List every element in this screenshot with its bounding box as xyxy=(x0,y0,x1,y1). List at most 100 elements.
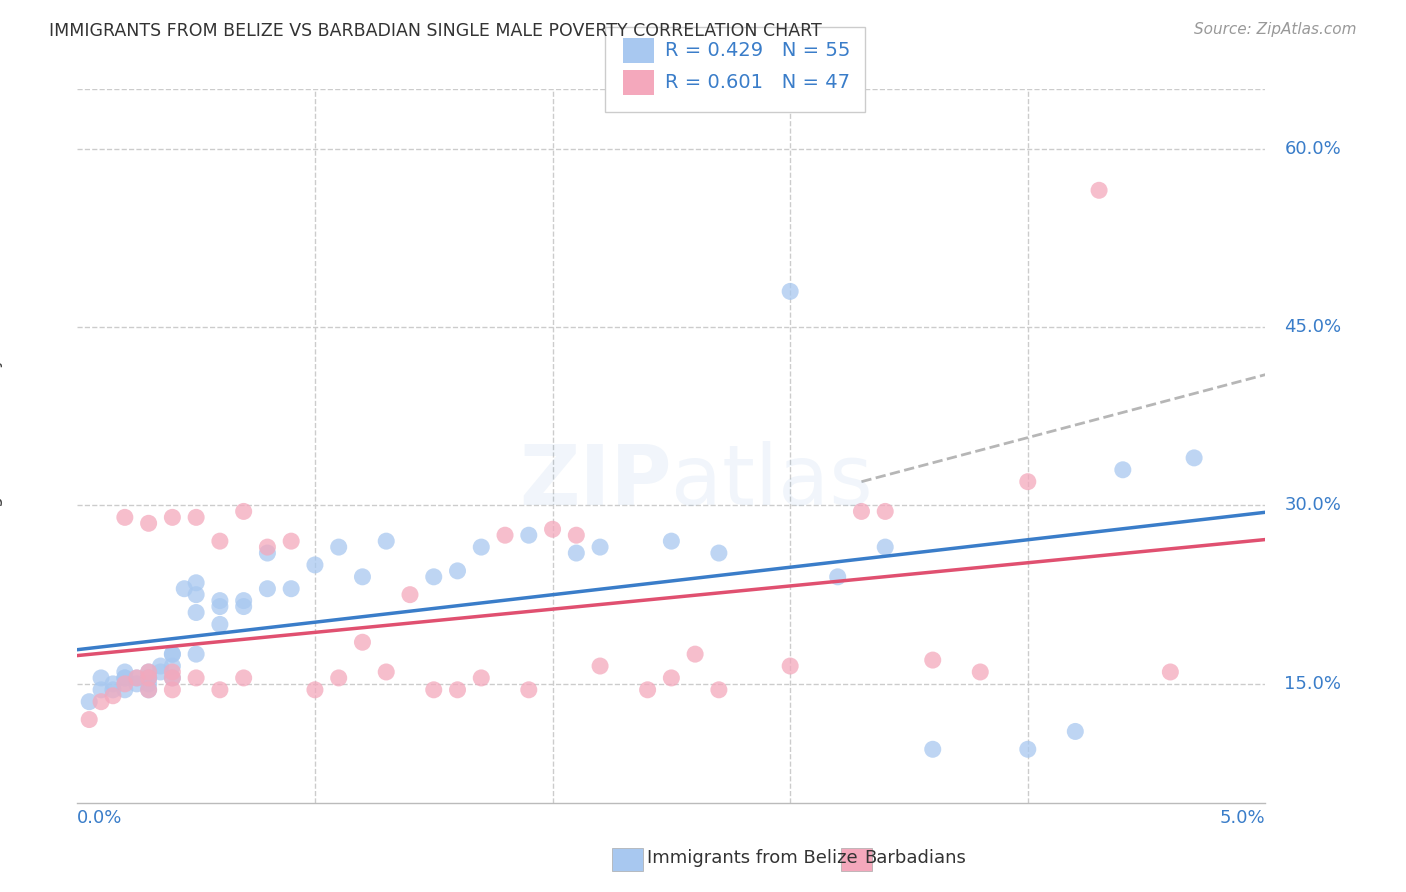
Text: 0.0%: 0.0% xyxy=(77,809,122,827)
Point xyxy=(138,665,160,679)
Point xyxy=(125,671,148,685)
Text: 5.0%: 5.0% xyxy=(1220,809,1265,827)
Point xyxy=(138,682,160,697)
Point xyxy=(1017,742,1039,756)
Point xyxy=(149,665,172,679)
Point xyxy=(707,546,730,560)
Point xyxy=(232,671,254,685)
Point xyxy=(232,593,254,607)
Point xyxy=(162,647,184,661)
Point xyxy=(875,504,897,518)
Text: Barbadians: Barbadians xyxy=(865,849,966,867)
Point xyxy=(875,540,897,554)
Point xyxy=(1017,475,1039,489)
Text: Immigrants from Belize: Immigrants from Belize xyxy=(647,849,858,867)
Point xyxy=(173,582,195,596)
Point xyxy=(208,593,231,607)
Point xyxy=(186,671,208,685)
Point xyxy=(470,671,492,685)
Point xyxy=(138,516,160,531)
Point xyxy=(186,510,208,524)
Point xyxy=(114,677,136,691)
Point xyxy=(208,617,231,632)
Point xyxy=(232,599,254,614)
Point xyxy=(186,575,208,590)
Text: ZIP: ZIP xyxy=(519,442,672,522)
Point xyxy=(661,534,683,549)
Point xyxy=(162,659,184,673)
Point xyxy=(422,682,444,697)
Point xyxy=(162,671,184,685)
Point xyxy=(683,647,706,661)
Point xyxy=(125,671,148,685)
Point xyxy=(565,546,588,560)
Point xyxy=(969,665,991,679)
Point xyxy=(138,665,160,679)
Point xyxy=(186,606,208,620)
Point xyxy=(186,647,208,661)
Point xyxy=(208,682,231,697)
Point xyxy=(114,510,136,524)
Point xyxy=(208,534,231,549)
Point xyxy=(232,504,254,518)
Text: 30.0%: 30.0% xyxy=(1285,497,1341,515)
Point xyxy=(101,682,124,697)
Point xyxy=(138,682,160,697)
Point xyxy=(256,546,278,560)
Point xyxy=(280,534,302,549)
Point xyxy=(565,528,588,542)
Point xyxy=(114,671,136,685)
Text: 60.0%: 60.0% xyxy=(1285,140,1341,158)
Point xyxy=(661,671,683,685)
Point xyxy=(304,558,326,572)
Point xyxy=(138,671,160,685)
Point xyxy=(328,671,350,685)
Point xyxy=(446,564,468,578)
Text: R = 0.429   N = 55: R = 0.429 N = 55 xyxy=(665,41,851,61)
Point xyxy=(138,671,160,685)
Point xyxy=(352,570,374,584)
Text: 15.0%: 15.0% xyxy=(1285,675,1341,693)
Point xyxy=(256,582,278,596)
Text: R = 0.601   N = 47: R = 0.601 N = 47 xyxy=(665,72,851,92)
Point xyxy=(90,671,112,685)
Point xyxy=(114,671,136,685)
Point xyxy=(422,570,444,584)
Text: Single Male Poverty: Single Male Poverty xyxy=(0,357,3,535)
Point xyxy=(138,671,160,685)
Point xyxy=(256,540,278,554)
Point xyxy=(517,682,540,697)
Point xyxy=(375,534,398,549)
Point xyxy=(375,665,398,679)
Point xyxy=(162,510,184,524)
Point xyxy=(77,713,100,727)
Point xyxy=(921,742,943,756)
Text: IMMIGRANTS FROM BELIZE VS BARBADIAN SINGLE MALE POVERTY CORRELATION CHART: IMMIGRANTS FROM BELIZE VS BARBADIAN SING… xyxy=(49,22,823,40)
Point xyxy=(162,647,184,661)
Point xyxy=(77,695,100,709)
Point xyxy=(707,682,730,697)
Point xyxy=(779,285,801,299)
Point xyxy=(517,528,540,542)
Point xyxy=(399,588,422,602)
Point xyxy=(114,682,136,697)
Point xyxy=(162,665,184,679)
Point xyxy=(149,659,172,673)
Point xyxy=(637,682,659,697)
Point xyxy=(125,677,148,691)
Point xyxy=(494,528,516,542)
Point xyxy=(1159,665,1181,679)
Point xyxy=(101,689,124,703)
Point xyxy=(162,682,184,697)
Point xyxy=(352,635,374,649)
Point xyxy=(851,504,873,518)
Point xyxy=(446,682,468,697)
Text: atlas: atlas xyxy=(672,442,873,522)
Point xyxy=(280,582,302,596)
Point xyxy=(541,522,564,536)
Point xyxy=(1064,724,1087,739)
Point xyxy=(90,682,112,697)
Point xyxy=(162,671,184,685)
Point xyxy=(90,695,112,709)
Text: Source: ZipAtlas.com: Source: ZipAtlas.com xyxy=(1194,22,1357,37)
